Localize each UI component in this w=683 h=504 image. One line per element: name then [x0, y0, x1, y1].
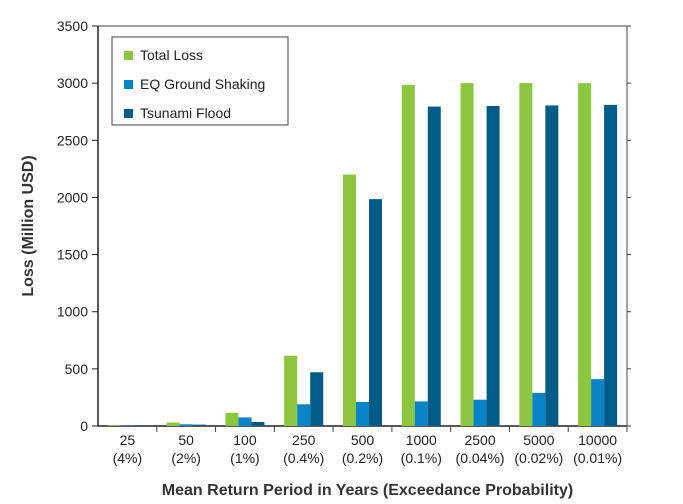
bar-tsunami-flood [604, 104, 618, 426]
x-tick-sublabel: (0.01%) [573, 450, 622, 466]
bar-total-loss [401, 84, 415, 426]
x-tick-label: 25 [120, 432, 136, 448]
y-tick-label: 3000 [57, 75, 88, 91]
bar-tsunami-flood [369, 199, 382, 426]
bar-tsunami-flood [251, 422, 265, 426]
y-tick-label: 2500 [57, 132, 88, 148]
y-tick-label: 2000 [57, 189, 88, 205]
y-axis-title: Loss (Million USD) [20, 155, 37, 296]
bar-total-loss [284, 355, 298, 426]
x-axis-ticks: 25 (4%) 50 (2%) 100 (1%) 250 (0.4%) 500 (0.2%) 100… [113, 426, 628, 466]
y-tick-label: 1000 [57, 304, 88, 320]
bar-total-loss [343, 174, 356, 426]
legend-box [111, 36, 289, 126]
bar-tsunami-flood [486, 106, 500, 426]
x-tick-label: 2500 [464, 432, 495, 448]
legend-label: Total Loss [140, 47, 203, 63]
y-tick-label: 3500 [57, 18, 88, 34]
bar-eq-ground-shaking [356, 402, 369, 426]
bar-total-loss [107, 425, 121, 426]
x-tick-sublabel: (0.02%) [514, 450, 563, 466]
bar-total-loss [225, 412, 239, 426]
legend-swatch [124, 109, 133, 118]
x-tick-sublabel: (0.4%) [283, 450, 324, 466]
x-tick-label: 50 [178, 432, 194, 448]
bar-eq-ground-shaking [179, 424, 193, 426]
y-tick-label: 500 [65, 361, 89, 377]
bars-group [107, 83, 618, 427]
bar-eq-ground-shaking [238, 417, 252, 426]
bar-total-loss [578, 83, 592, 427]
bar-tsunami-flood [192, 424, 206, 426]
x-tick-label: 100 [233, 432, 257, 448]
legend: Total Loss EQ Ground Shaking Tsunami Flood [111, 36, 289, 126]
y-axis-ticks: 0 500 1000 1500 2000 2500 3000 3500 [57, 18, 631, 434]
bar-eq-ground-shaking [591, 379, 605, 426]
bar-tsunami-flood [427, 106, 441, 427]
bar-tsunami-flood [545, 105, 559, 426]
bar-total-loss [166, 422, 180, 426]
x-tick-sublabel: (2%) [171, 450, 201, 466]
bar-eq-ground-shaking [414, 401, 428, 426]
bar-total-loss [460, 83, 474, 427]
bar-eq-ground-shaking [297, 404, 311, 426]
bar-eq-ground-shaking [532, 392, 546, 426]
x-tick-label: 1000 [406, 432, 437, 448]
legend-label: Tsunami Flood [140, 105, 231, 121]
x-tick-sublabel: (0.2%) [342, 450, 383, 466]
x-tick-sublabel: (0.1%) [401, 450, 442, 466]
legend-swatch [124, 51, 133, 60]
x-tick-label: 250 [292, 432, 316, 448]
x-axis-title: Mean Return Period in Years (Exceedance … [162, 482, 573, 499]
x-tick-sublabel: (1%) [230, 450, 260, 466]
y-tick-label: 0 [80, 418, 88, 434]
x-tick-label: 500 [351, 432, 375, 448]
x-tick-label: 10000 [578, 432, 617, 448]
bar-total-loss [519, 83, 533, 427]
x-tick-label: 5000 [523, 432, 554, 448]
y-tick-label: 1500 [57, 247, 88, 263]
legend-swatch [124, 80, 133, 89]
x-tick-sublabel: (4%) [113, 450, 143, 466]
legend-label: EQ Ground Shaking [140, 76, 265, 92]
bar-eq-ground-shaking [473, 399, 487, 426]
x-tick-sublabel: (0.04%) [456, 450, 505, 466]
bar-tsunami-flood [310, 372, 324, 426]
